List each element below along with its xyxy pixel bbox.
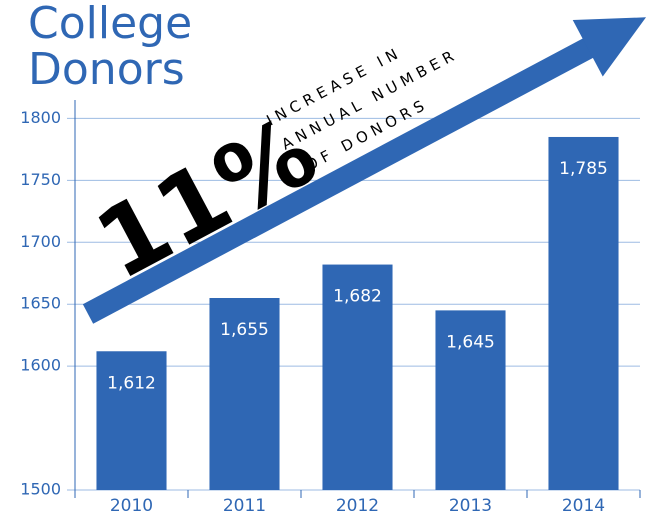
chart-title: Donors [28,44,185,95]
arrow [82,17,647,324]
bar [548,136,619,490]
data-label: 1,785 [559,159,608,179]
arrow-head [572,17,647,77]
y-tick-label: 1800 [20,108,61,127]
y-tick-label: 1750 [20,170,61,189]
x-tick-label: 2014 [562,496,605,516]
x-tick-label: 2011 [223,496,266,516]
bar [435,310,506,490]
plot-area: 1500 1600 1650 1700 1750 1800 1,612 2010 1,655 20… [20,100,641,516]
annotation-percent: 11% [79,95,334,302]
data-label: 1,682 [333,287,382,307]
chart-title: College [28,0,192,49]
x-tick-label: 2010 [110,496,153,516]
x-tick-label: 2013 [449,496,492,516]
bar [209,298,280,490]
bar [96,351,167,490]
y-tick-label: 1500 [20,480,61,499]
data-label: 1,645 [446,332,495,352]
bar [322,264,393,490]
y-tick-label: 1700 [20,232,61,251]
data-label: 1,655 [220,320,269,340]
y-tick-label: 1650 [20,294,61,313]
data-label: 1,612 [107,373,156,393]
arrow-shaft [82,35,599,324]
y-tick-label: 1600 [20,356,61,375]
x-tick-label: 2012 [336,496,379,516]
